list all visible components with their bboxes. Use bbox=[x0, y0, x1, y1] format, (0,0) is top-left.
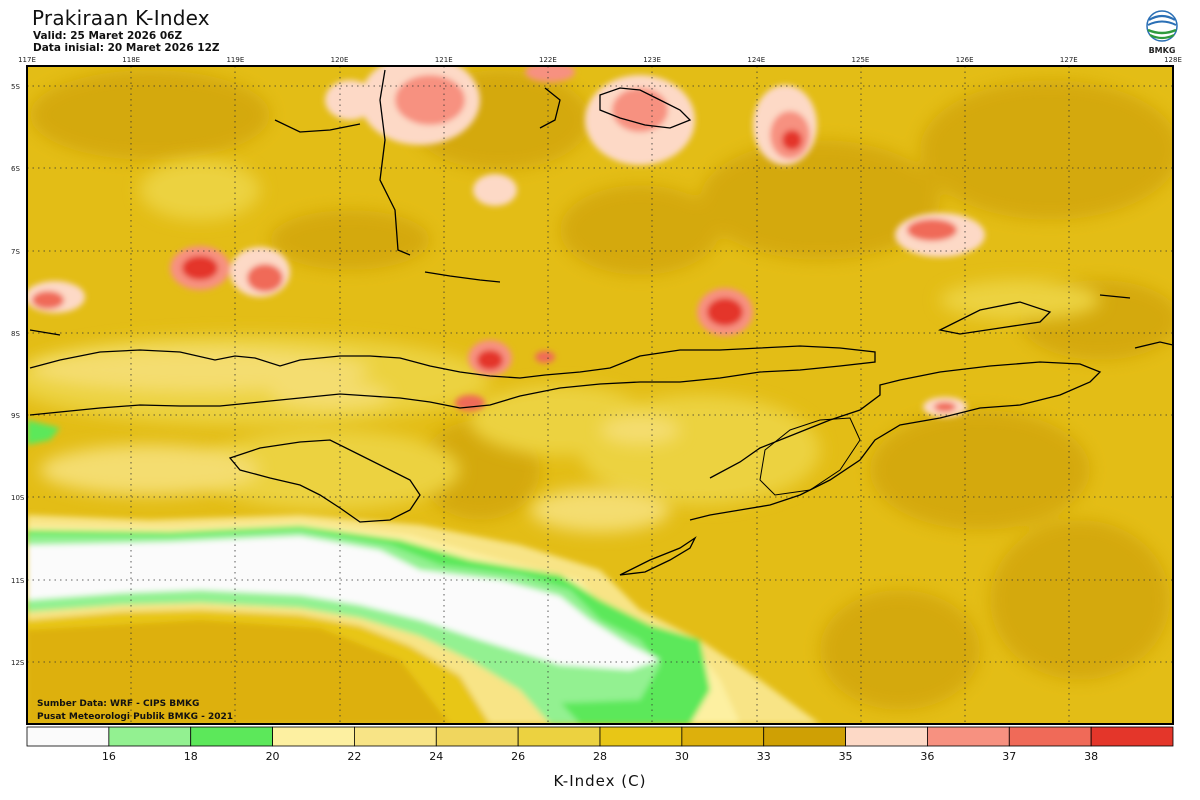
colorbar-tick-label: 35 bbox=[839, 750, 853, 763]
lon-label: 119E bbox=[226, 56, 244, 64]
colorbar-swatch bbox=[599, 726, 683, 747]
colorbar-tick-label: 30 bbox=[675, 750, 689, 763]
lon-label: 124E bbox=[747, 56, 765, 64]
lon-label: 127E bbox=[1060, 56, 1078, 64]
lat-label: 10S bbox=[11, 494, 25, 502]
lat-label: 6S bbox=[11, 165, 20, 173]
k-index-field bbox=[27, 66, 1173, 724]
lon-label: 128E bbox=[1164, 56, 1182, 64]
colorbar-tick-label: 28 bbox=[593, 750, 607, 763]
colorbar-swatch bbox=[26, 726, 110, 747]
colorbar-tick-label: 24 bbox=[429, 750, 443, 763]
graticule bbox=[27, 66, 1173, 724]
colorbar-swatch bbox=[681, 726, 765, 747]
colorbar-tick-label: 37 bbox=[1002, 750, 1016, 763]
latitude-labels: 5S 6S 7S 8S 9S 10S 11S 12S bbox=[11, 83, 25, 667]
data-source: Sumber Data: WRF - CIPS BMKG bbox=[37, 699, 199, 709]
colorbar-tick-label: 18 bbox=[184, 750, 198, 763]
lon-label: 123E bbox=[643, 56, 661, 64]
lat-label: 5S bbox=[11, 83, 20, 91]
colorbar-swatch bbox=[763, 726, 846, 747]
colorbar-tick-label: 20 bbox=[266, 750, 280, 763]
map-frame bbox=[26, 65, 1174, 725]
lat-label: 7S bbox=[11, 248, 20, 256]
bmkg-logo-icon: BMKG bbox=[1146, 10, 1178, 55]
lon-label: 122E bbox=[539, 56, 557, 64]
timor-interior-boundary bbox=[759, 417, 861, 496]
lat-label: 11S bbox=[11, 577, 25, 585]
lon-label: 117E bbox=[18, 56, 36, 64]
lat-label: 12S bbox=[11, 659, 25, 667]
longitude-labels: 117E 118E 119E 120E 121E 122E 123E 124E 125E 126E… bbox=[18, 56, 1182, 64]
lon-label: 118E bbox=[122, 56, 140, 64]
colorbar-swatch bbox=[108, 726, 192, 747]
colorbar-tick-label: 33 bbox=[757, 750, 771, 763]
colorbar-swatch bbox=[272, 726, 355, 747]
lat-label: 9S bbox=[11, 412, 20, 420]
credit-center: Pusat Meteorologi Publik BMKG - 2021 bbox=[37, 712, 233, 722]
colorbar-title: K-Index (C) bbox=[554, 772, 647, 790]
colorbar-tick-label: 26 bbox=[511, 750, 525, 763]
lat-label: 8S bbox=[11, 330, 20, 338]
colorbar-swatch bbox=[435, 726, 519, 747]
colorbar-tick-label: 38 bbox=[1084, 750, 1098, 763]
initial-data-time: Data inisial: 20 Maret 2026 12Z bbox=[33, 42, 220, 54]
colorbar-tick-label: 22 bbox=[347, 750, 361, 763]
lon-label: 126E bbox=[956, 56, 974, 64]
lon-label: 125E bbox=[852, 56, 870, 64]
lon-label: 121E bbox=[435, 56, 453, 64]
colorbar-swatch bbox=[190, 726, 273, 747]
colorbar-swatch bbox=[1008, 726, 1092, 747]
colorbar-tick-label: 36 bbox=[920, 750, 934, 763]
colorbar-tick-label: 16 bbox=[102, 750, 116, 763]
colorbar-swatch bbox=[927, 726, 1010, 747]
map-title: Prakiraan K-Index bbox=[32, 6, 210, 30]
logo-text: BMKG bbox=[1149, 46, 1176, 55]
high-k-cells bbox=[27, 66, 985, 417]
coastlines bbox=[29, 69, 1173, 576]
colorbar-swatch bbox=[354, 726, 437, 747]
colorbar-swatch bbox=[517, 726, 601, 747]
valid-time: Valid: 25 Maret 2026 06Z bbox=[33, 30, 183, 42]
lon-label: 120E bbox=[331, 56, 349, 64]
colorbar-swatch bbox=[1090, 726, 1174, 747]
colorbar-swatch bbox=[845, 726, 928, 747]
colorbar: 16 18 20 22 24 26 28 30 33 35 36 37 38 bbox=[26, 726, 1174, 763]
